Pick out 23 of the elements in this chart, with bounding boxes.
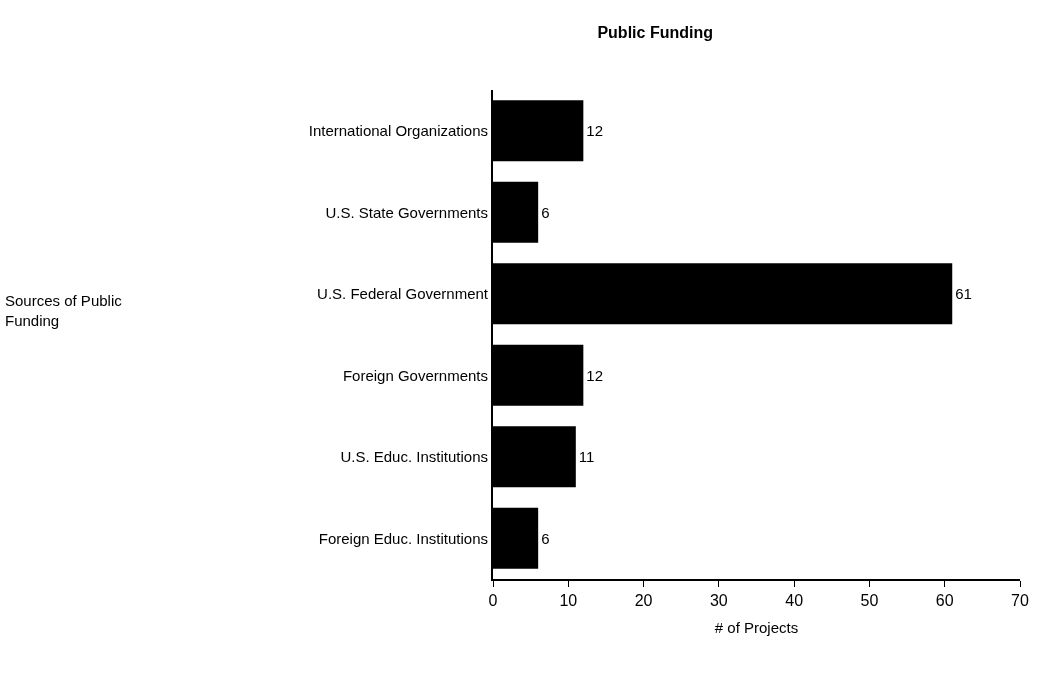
x-tick-label: 40	[785, 592, 804, 610]
x-tick-label: 50	[860, 592, 879, 610]
y-tick-label: Foreign Educ. Institutions	[318, 529, 488, 547]
data-label: 61	[955, 285, 972, 303]
source-note: Sources of Public Funding	[5, 292, 123, 329]
y-tick-label: Foreign Governments	[342, 366, 488, 384]
chart-title: Public Funding	[597, 24, 713, 42]
x-tick-label: 60	[935, 592, 954, 610]
x-axis-title: # of Projects	[714, 618, 799, 636]
data-label: 12	[586, 366, 604, 384]
y-tick-label: U.S. Federal Government	[317, 285, 489, 302]
data-label: 6	[541, 529, 550, 547]
x-tick-label: 0	[488, 592, 498, 610]
y-tick-label: International Organizations	[308, 122, 488, 139]
data-label: 11	[578, 448, 595, 466]
data-label: 6	[541, 203, 550, 221]
x-tick-label: 30	[709, 592, 728, 610]
x-tick-label: 10	[559, 592, 578, 610]
x-tick-label: 20	[634, 592, 653, 610]
data-label: 12	[586, 122, 604, 140]
x-tick-label: 70	[1011, 592, 1029, 610]
y-tick-label: U.S. Educ. Institutions	[340, 448, 488, 465]
y-tick-label: U.S. State Governments	[325, 203, 488, 221]
